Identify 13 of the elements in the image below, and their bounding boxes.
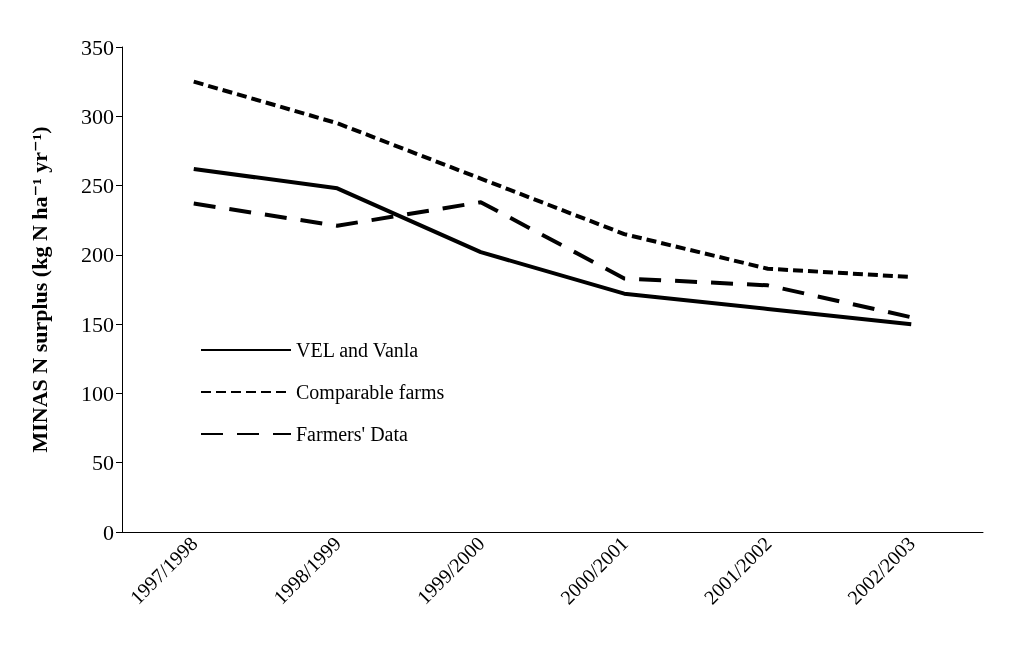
y-tick-label: 200 (81, 242, 114, 268)
y-tick-label: 350 (81, 34, 114, 60)
y-tick-label: 100 (81, 380, 114, 406)
y-tick-label: 300 (81, 103, 114, 129)
legend-label: Farmers' Data (296, 423, 409, 445)
y-tick-label: 250 (81, 173, 114, 199)
y-tick-label: 0 (103, 519, 114, 545)
legend-label: Comparable farms (296, 381, 445, 404)
y-tick-label: 150 (81, 311, 114, 337)
y-tick-label: 50 (92, 450, 114, 476)
line-series (191, 166, 914, 327)
y-axis-title: MINAS N surplus (kg N ha⁻¹ yr⁻¹) (26, 126, 52, 453)
legend-label: VEL and Vanla (296, 339, 419, 361)
